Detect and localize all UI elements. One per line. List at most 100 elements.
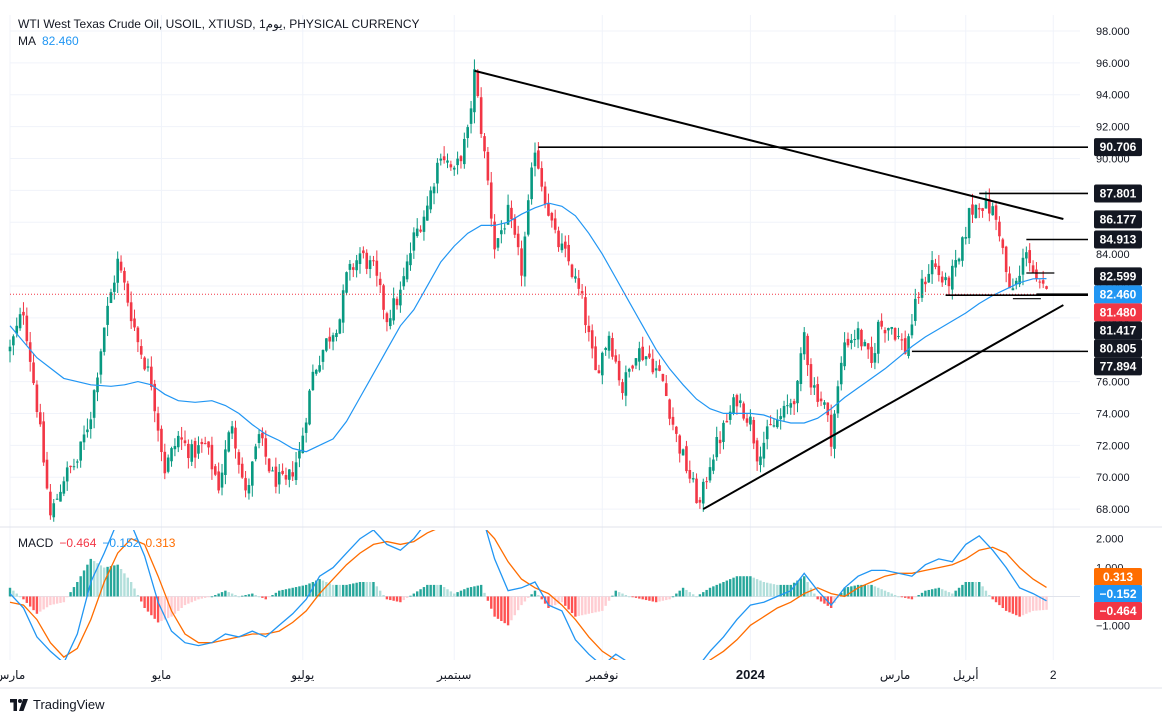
macd-histogram-bar <box>516 596 520 611</box>
ma-legend-label: MA <box>18 34 36 48</box>
macd-histogram-bar <box>113 565 116 597</box>
candle-body <box>715 436 719 458</box>
candle-body <box>160 428 163 453</box>
time-axis-tick-label: مارس <box>0 668 25 683</box>
candle-body <box>92 390 96 418</box>
macd-histogram-bar <box>503 596 506 624</box>
macd-histogram-bar <box>22 596 25 600</box>
candle-body <box>224 449 227 476</box>
macd-histogram-bar <box>651 596 654 602</box>
macd-histogram-bar <box>82 570 86 597</box>
candle-body <box>15 325 19 334</box>
macd-histogram-bar <box>755 579 759 597</box>
candle-body <box>106 305 109 325</box>
macd-histogram-bar <box>338 584 342 597</box>
candle-body <box>937 265 941 276</box>
candle-body <box>308 390 311 425</box>
macd-histogram-bar <box>638 596 641 599</box>
candle-body <box>294 462 298 481</box>
candle-body <box>506 204 510 225</box>
macd-histogram-bar <box>749 576 752 597</box>
ma-legend-value: 82.460 <box>42 34 79 48</box>
macd-histogram-bar <box>860 584 863 597</box>
candle-body <box>526 200 530 235</box>
candle-body <box>166 457 170 472</box>
macd-histogram-bar <box>843 587 846 597</box>
candle-body <box>786 405 789 407</box>
macd-histogram-bar <box>553 596 557 606</box>
macd-histogram-bar <box>341 584 345 597</box>
candle-body <box>277 472 281 485</box>
macd-histogram-bar <box>500 596 503 621</box>
macd-histogram-bar <box>251 593 254 597</box>
macd-histogram-bar <box>227 592 230 597</box>
candle-body <box>338 319 342 334</box>
candle-body <box>981 208 984 211</box>
candle-body <box>510 207 513 220</box>
candle-body <box>79 441 82 461</box>
macd-histogram-bar <box>25 596 29 603</box>
candle-body <box>35 384 39 413</box>
macd-histogram-bar <box>853 585 856 597</box>
candle-body <box>210 444 214 470</box>
candle-body <box>516 233 520 248</box>
candle-body <box>708 467 712 481</box>
macd-histogram-bar <box>1025 596 1028 614</box>
candle-body <box>473 69 476 113</box>
macd-histogram-bar <box>368 582 372 597</box>
candle-body <box>553 218 557 230</box>
candle-body <box>183 440 187 444</box>
candle-body <box>755 440 759 462</box>
macd-histogram-bar <box>661 596 665 601</box>
candle-body <box>493 221 496 250</box>
macd-histogram-bar <box>594 596 597 613</box>
macd-legend: MACD −0.464 −0.152 0.313 <box>18 536 175 551</box>
candle-body <box>988 198 991 214</box>
macd-histogram-bar <box>550 596 554 607</box>
macd-histogram-bar <box>611 595 614 597</box>
candle-body <box>843 342 846 367</box>
candle-body <box>796 380 799 404</box>
candle-body <box>335 333 338 338</box>
macd-histogram-bar <box>399 596 402 603</box>
candle-body <box>429 190 432 210</box>
candle-body <box>890 326 894 329</box>
macd-histogram-bar <box>352 583 355 597</box>
candle-body <box>439 158 443 161</box>
candle-body <box>627 368 631 372</box>
macd-histogram-bar <box>18 596 22 598</box>
macd-histogram-bar <box>247 594 251 597</box>
macd-histogram-bar <box>873 586 877 597</box>
macd-histogram-bar <box>35 596 39 614</box>
macd-histogram-bar <box>601 596 604 611</box>
candle-body <box>86 429 89 433</box>
macd-histogram-bar <box>762 582 766 597</box>
candle-body <box>264 438 268 457</box>
macd-histogram-bar <box>28 596 32 607</box>
macd-histogram-bar <box>126 577 129 597</box>
macd-histogram-bar <box>308 583 311 597</box>
candle-body <box>220 472 224 488</box>
macd-histogram-bar <box>193 596 197 601</box>
macd-histogram-bar <box>493 596 496 617</box>
macd-histogram-bar <box>766 582 769 597</box>
macd-histogram-bar <box>439 584 442 597</box>
macd-histogram-bar <box>241 595 244 597</box>
macd-histogram-bar <box>378 590 382 597</box>
macd-histogram-bar <box>466 587 469 597</box>
candle-body <box>577 278 581 289</box>
macd-histogram-bar <box>163 596 167 620</box>
macd-histogram-bar <box>520 596 523 606</box>
macd-histogram-bar <box>177 596 180 611</box>
tradingview-brand[interactable]: TradingView <box>10 697 105 712</box>
macd-histogram-bar <box>752 577 755 597</box>
macd-histogram-bar <box>984 590 988 597</box>
candle-body <box>150 366 153 387</box>
candle-body <box>8 346 12 352</box>
macd-histogram-bar <box>547 596 550 608</box>
macd-histogram-bar <box>362 582 365 597</box>
macd-histogram-bar <box>1031 596 1035 611</box>
macd-histogram-bar <box>1041 596 1045 611</box>
candle-body <box>288 469 291 480</box>
